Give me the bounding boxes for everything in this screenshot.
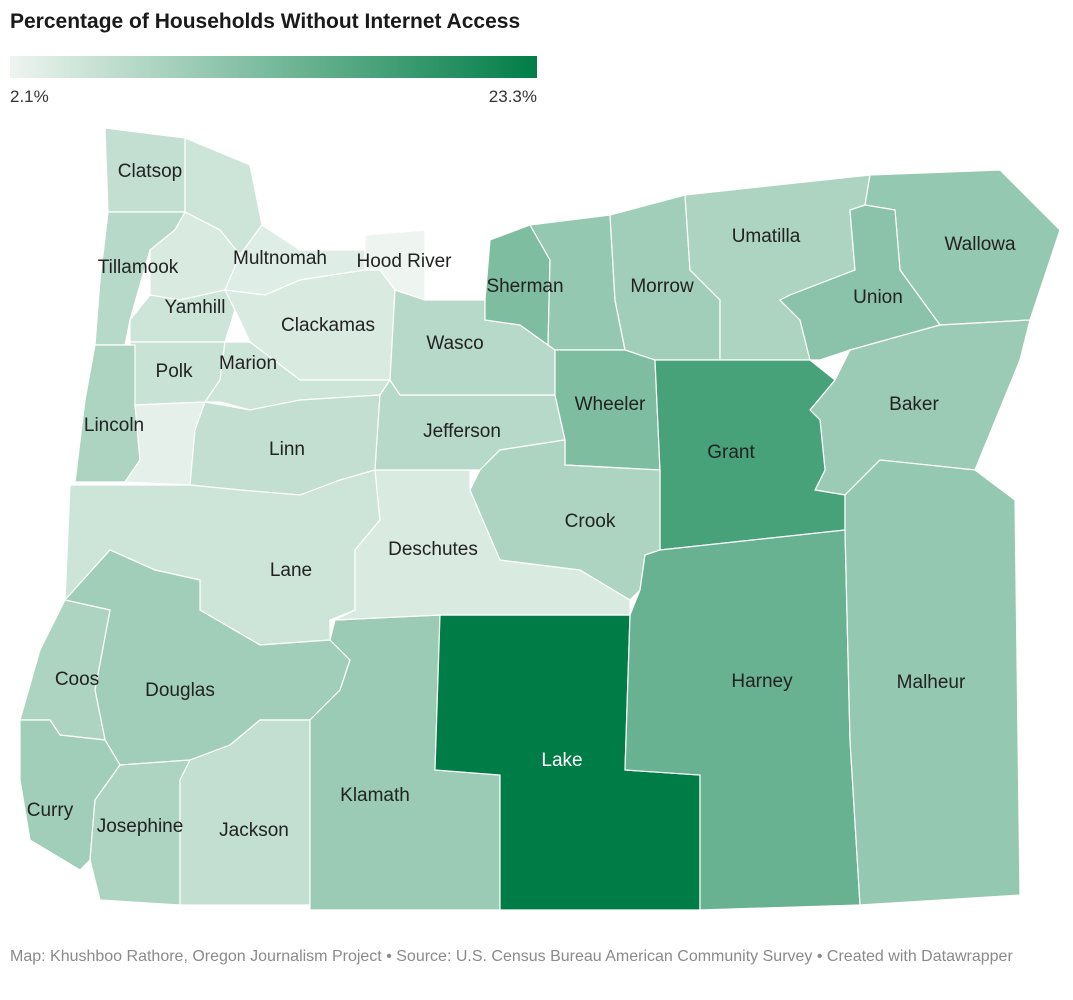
county-label: Union bbox=[853, 287, 903, 308]
county-label: Lane bbox=[270, 560, 312, 581]
county bbox=[74, 344, 141, 483]
county-label: Deschutes bbox=[388, 539, 478, 560]
county-label: Multnomah bbox=[233, 248, 327, 269]
county-label: Crook bbox=[565, 511, 616, 532]
map: Clatsop Tillamook Multnomah Hood River Yamhi… bbox=[10, 56, 1061, 911]
county-label: Harney bbox=[731, 671, 793, 692]
county-label: Lincoln bbox=[84, 415, 144, 436]
county-label: Jefferson bbox=[423, 421, 501, 442]
county-label: Sherman bbox=[486, 276, 563, 297]
county-label: Klamath bbox=[340, 785, 410, 806]
county-label: Curry bbox=[27, 800, 74, 821]
county-label: Grant bbox=[707, 442, 755, 463]
county-label: Polk bbox=[156, 361, 193, 382]
county-label: Wheeler bbox=[575, 394, 646, 415]
county bbox=[844, 459, 1021, 906]
county-label: Tillamook bbox=[98, 257, 179, 278]
county-label: Malheur bbox=[897, 672, 966, 693]
legend-tick-label: 2.1% bbox=[10, 87, 49, 106]
county-label: Coos bbox=[55, 669, 99, 690]
county-label: Clatsop bbox=[118, 161, 182, 182]
legend-bar bbox=[10, 56, 537, 78]
county-label: Umatilla bbox=[732, 226, 801, 247]
legend-tick-label: 23.3% bbox=[489, 87, 537, 106]
county-label: Marion bbox=[219, 353, 277, 374]
county-label: Lake bbox=[541, 750, 582, 771]
county-label: Hood River bbox=[356, 251, 452, 272]
county-label: Yamhill bbox=[165, 297, 226, 318]
county-label: Wallowa bbox=[944, 234, 1016, 255]
county-label: Baker bbox=[889, 394, 939, 415]
county-label: Jackson bbox=[219, 820, 289, 841]
county-label: Clackamas bbox=[281, 315, 375, 336]
county-label: Josephine bbox=[97, 816, 184, 837]
county-label: Douglas bbox=[145, 680, 215, 701]
source-note: Map: Khushboo Rathore, Oregon Journalism… bbox=[10, 948, 1013, 965]
county-label: Wasco bbox=[426, 333, 483, 354]
county-label: Linn bbox=[269, 439, 305, 460]
chart-title: Percentage of Households Without Interne… bbox=[10, 10, 521, 33]
county-label: Morrow bbox=[630, 276, 694, 297]
